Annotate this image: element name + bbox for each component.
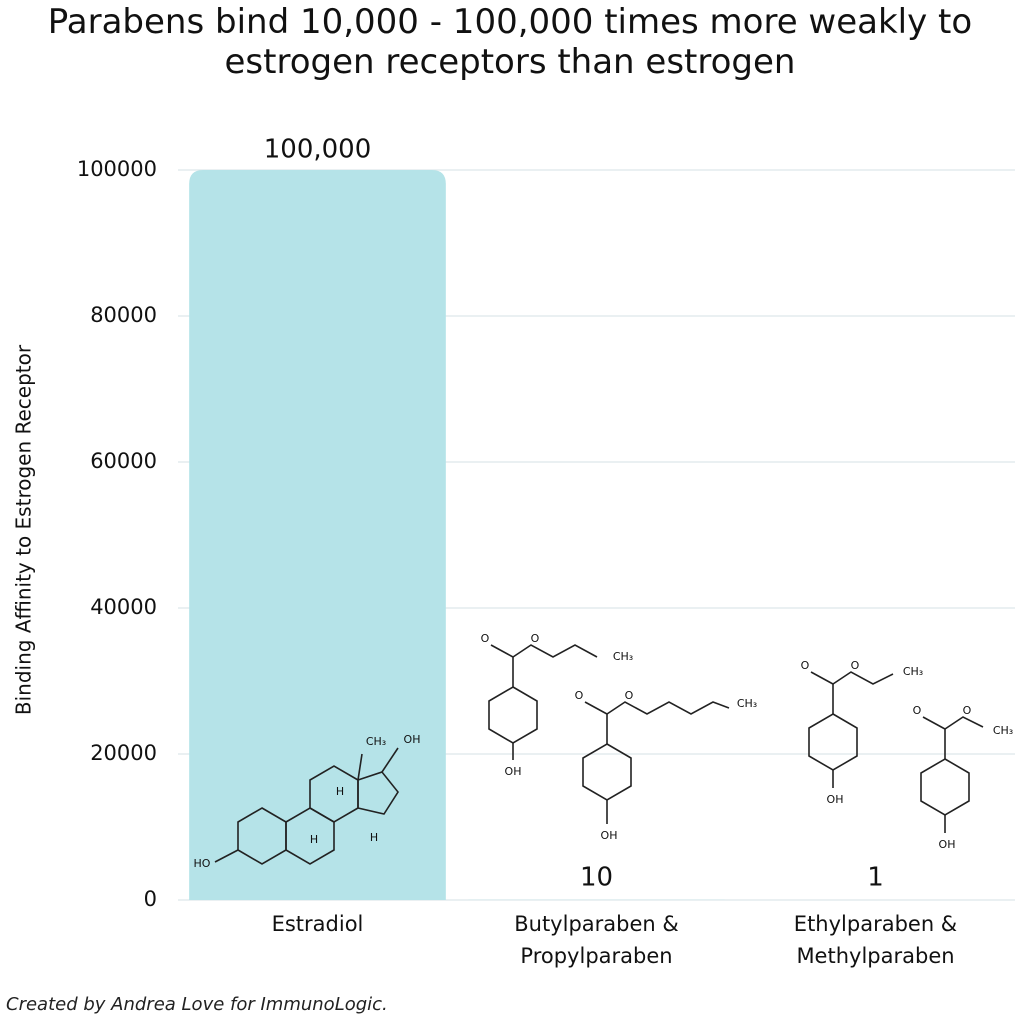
y-axis-label: Binding Affinity to Estrogen Receptor	[12, 344, 36, 715]
bond	[214, 849, 239, 863]
value-label: 10	[580, 863, 613, 893]
y-tick-label: 100000	[77, 157, 157, 181]
atom-label: CH₃	[903, 665, 923, 678]
atom-label: O	[963, 704, 972, 717]
x-tick-label: Ethylparaben & Methylparaben	[793, 912, 958, 968]
bond	[584, 701, 608, 744]
ethylparaben-structure: OH O O CH₃	[801, 659, 924, 806]
ring	[808, 713, 858, 771]
y-tick-label: 80000	[90, 303, 157, 327]
atom-label: H	[310, 833, 318, 846]
bond	[357, 753, 363, 781]
y-tick-label: 20000	[90, 741, 157, 765]
atom-label: CH₃	[737, 697, 757, 710]
ring	[920, 758, 970, 816]
y-tick-label: 40000	[90, 595, 157, 619]
butylparaben-structure: OH O O CH₃	[575, 689, 758, 842]
bond	[490, 644, 514, 687]
ring	[488, 686, 538, 744]
atom-label: O	[625, 689, 634, 702]
bond	[832, 671, 894, 685]
atom-label: O	[481, 632, 490, 645]
footer: Created by Andrea Love for ImmunoLogic.	[6, 994, 388, 1015]
atom-label: O	[913, 704, 922, 717]
atom-label: HO	[194, 857, 211, 870]
ring	[582, 743, 632, 801]
atom-label: O	[575, 689, 584, 702]
value-label: 1	[867, 863, 884, 893]
atom-label: O	[851, 659, 860, 672]
atom-label: H	[370, 831, 378, 844]
atom-label: O	[801, 659, 810, 672]
atom-label: CH₃	[613, 650, 633, 663]
plot: 0 20000 40000 60000 80000 100000 100,000 10 1	[77, 135, 1015, 911]
bond	[512, 644, 598, 658]
y-tick-label: 0	[144, 887, 157, 911]
atom-label: O	[531, 632, 540, 645]
bond	[606, 701, 730, 715]
methylparaben-structure: OH O O CH₃	[913, 704, 1014, 851]
molecules: HO OH CH₃ H H H OH O O CH₃ OH O O CH₃ OH…	[194, 632, 1014, 870]
atom-label: OH	[939, 838, 956, 851]
bond	[810, 671, 834, 714]
bond	[944, 716, 984, 730]
atom-label: OH	[505, 765, 522, 778]
estradiol-structure: HO OH CH₃ H H H	[194, 733, 421, 870]
y-tick-label: 60000	[90, 449, 157, 473]
bar	[189, 170, 446, 900]
atom-label: OH	[827, 793, 844, 806]
bond	[922, 716, 946, 759]
x-tick-label: Butylparaben & Propylparaben	[514, 912, 679, 968]
atom-label: OH	[601, 829, 618, 842]
chart-title: Parabens bind 10,000 - 100,000 times mor…	[47, 2, 973, 82]
atom-label: OH	[404, 733, 421, 746]
bond	[381, 747, 399, 773]
atom-label: CH₃	[366, 735, 386, 748]
atom-label: CH₃	[993, 724, 1013, 737]
ring	[357, 771, 399, 815]
x-tick-label: Estradiol	[271, 912, 364, 936]
atom-label: H	[336, 785, 344, 798]
value-label: 100,000	[264, 135, 372, 165]
propylparaben-structure: OH O O CH₃	[481, 632, 634, 778]
